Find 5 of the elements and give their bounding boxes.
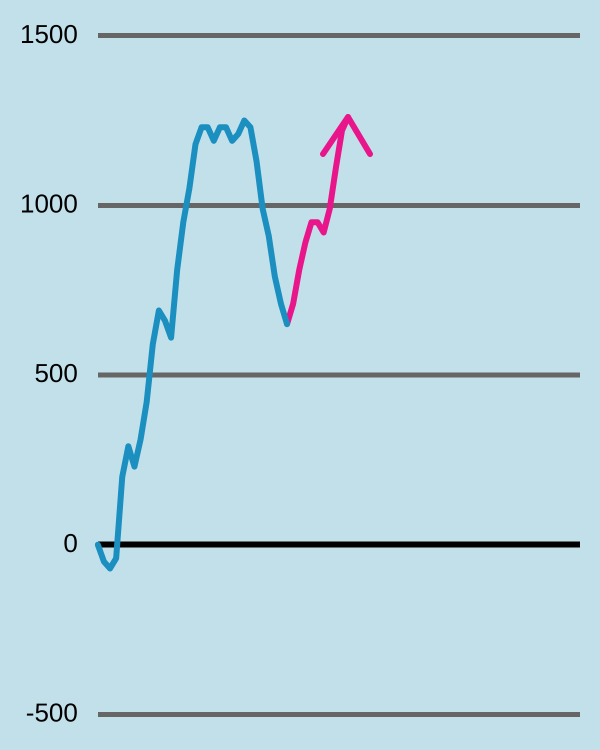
y-tick-label: 1500 <box>20 18 78 49</box>
y-tick-label: 0 <box>63 528 78 558</box>
y-tick-label: -500 <box>26 698 78 728</box>
y-tick-label: 500 <box>34 358 78 388</box>
y-tick-label: 1000 <box>20 188 78 218</box>
